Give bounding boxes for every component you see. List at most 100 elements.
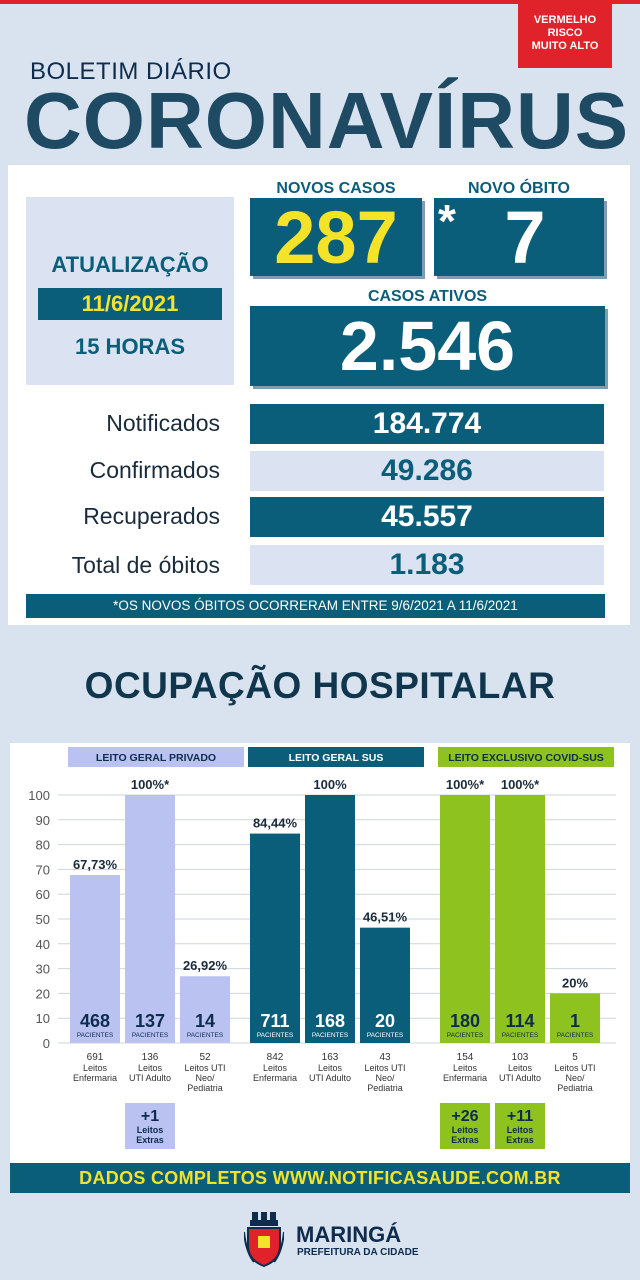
- bar-beds-desc: Neo/: [195, 1073, 215, 1083]
- new-death-value: 7: [504, 196, 546, 279]
- chart-panel: 0 10 20 30 40 50 60 70 80 90 100 LEITO GERAL PRIVAD…: [10, 743, 630, 1163]
- bar-patients-value: 168: [315, 1011, 345, 1031]
- bar-patients-value: 180: [450, 1011, 480, 1031]
- y-tick-label: 60: [36, 887, 50, 902]
- bar-beds-desc: Enfermaria: [443, 1073, 487, 1083]
- bar-percent-label: 46,51%: [363, 910, 408, 925]
- group-header: [248, 747, 424, 767]
- top-strip: [0, 0, 640, 4]
- city-crest-icon: [244, 1212, 284, 1268]
- bar-beds-desc: Leitos: [318, 1063, 343, 1073]
- bar-beds-desc: Leitos UTI: [364, 1063, 405, 1073]
- website-banner[interactable]: DADOS COMPLETOS WWW.NOTIFICASAUDE.COM.BR: [10, 1163, 630, 1193]
- y-tick-label: 10: [36, 1011, 50, 1026]
- y-tick-label: 100: [28, 788, 50, 803]
- y-tick-label: 50: [36, 912, 50, 927]
- bar-percent-label: 67,73%: [73, 857, 118, 872]
- update-date: 11/6/2021: [38, 288, 222, 320]
- bar-patients-unit: PACIENTES: [367, 1032, 404, 1039]
- bar-patients-value: 468: [80, 1011, 110, 1031]
- bar-patients-unit: PACIENTES: [447, 1032, 484, 1039]
- y-tick-label: 0: [43, 1036, 50, 1051]
- bar-beds-count: 136: [142, 1052, 159, 1063]
- bar: [440, 795, 490, 1043]
- update-hour: 15 HORAS: [74, 334, 186, 359]
- stat-label-notified: Notificados: [106, 410, 220, 436]
- bar-beds-desc: Neo/: [565, 1073, 585, 1083]
- group-header: [68, 747, 244, 767]
- group-header-label: LEITO GERAL PRIVADO: [96, 752, 216, 764]
- bar: [305, 795, 355, 1043]
- bar-beds-desc: Pediatria: [187, 1083, 223, 1093]
- bar-beds-count: 154: [457, 1052, 474, 1063]
- group-header-label: LEITO GERAL SUS: [289, 752, 384, 764]
- update-label: ATUALIZAÇÃO: [51, 252, 209, 277]
- y-tick-label: 40: [36, 937, 50, 952]
- bar-percent-label: 26,92%: [183, 958, 228, 973]
- bar-beds-desc: Leitos: [453, 1063, 478, 1073]
- bar-patients-unit: PACIENTES: [557, 1032, 594, 1039]
- new-cases-value: 287: [274, 196, 398, 279]
- y-tick-label: 20: [36, 986, 50, 1001]
- extra-beds-box: [495, 1103, 545, 1149]
- risk-line-1: VERMELHO: [533, 14, 597, 26]
- bar-patients-value: 20: [375, 1011, 395, 1031]
- new-death-label: NOVO ÓBITO: [468, 180, 570, 197]
- bar-patients-value: 711: [260, 1011, 289, 1031]
- group-header-label: LEITO EXCLUSIVO COVID-SUS: [448, 752, 604, 764]
- y-tick-label: 80: [36, 838, 50, 853]
- bar-beds-desc: Enfermaria: [73, 1073, 117, 1083]
- bar-percent-label: 20%: [562, 975, 588, 990]
- bar-beds-desc: Enfermaria: [253, 1073, 297, 1083]
- stat-value-recovered: 45.557: [250, 497, 604, 537]
- extra-beds-label-1: Leitos: [137, 1125, 164, 1135]
- group-header: [438, 747, 614, 767]
- bar-beds-count: 163: [322, 1052, 339, 1063]
- bar-patients-unit: PACIENTES: [132, 1032, 169, 1039]
- extra-beds-box: [125, 1103, 175, 1149]
- bar-percent-label: 100%*: [446, 777, 485, 792]
- active-cases-label: CASOS ATIVOS: [367, 288, 488, 305]
- bar-beds-desc: Neo/: [375, 1073, 395, 1083]
- risk-line-2: RISCO: [547, 27, 583, 39]
- y-tick-label: 70: [36, 862, 50, 877]
- hospital-title: OCUPAÇÃO HOSPITALAR: [84, 665, 556, 706]
- bar-patients-unit: PACIENTES: [187, 1032, 224, 1039]
- bar: [125, 795, 175, 1043]
- new-cases-label: NOVOS CASOS: [276, 180, 396, 197]
- extra-beds-value: +1: [141, 1108, 159, 1125]
- extra-beds-label-2: Extras: [136, 1135, 164, 1145]
- bar-percent-label: 100%*: [501, 777, 540, 792]
- bar-beds-desc: Leitos UTI: [554, 1063, 595, 1073]
- bar-beds-desc: UTI Adulto: [129, 1073, 171, 1083]
- bar-beds-count: 842: [267, 1052, 284, 1063]
- bar: [550, 993, 600, 1043]
- active-cases-box: [250, 306, 605, 386]
- stat-label-confirmed: Confirmados: [89, 457, 220, 483]
- bar-patients-value: 14: [195, 1011, 215, 1031]
- bar: [495, 795, 545, 1043]
- bar-patients-value: 114: [505, 1011, 534, 1031]
- bar: [360, 927, 410, 1043]
- city-name: MARINGÁ: [296, 1222, 402, 1247]
- bar: [250, 833, 300, 1043]
- bar-beds-desc: Leitos: [263, 1063, 288, 1073]
- bar-patients-unit: PACIENTES: [312, 1032, 349, 1039]
- stat-value-deaths: 1.183: [250, 545, 604, 585]
- occupancy-chart: 0 10 20 30 40 50 60 70 80 90 100 LEITO GERAL PRIVAD…: [28, 747, 616, 1149]
- bar-beds-count: 43: [379, 1052, 391, 1063]
- new-cases-box: [250, 198, 422, 276]
- bulletin-label: BOLETIM DIÁRIO: [30, 58, 232, 85]
- stat-value-notified: 184.774: [250, 404, 604, 444]
- bar-beds-desc: UTI Adulto: [309, 1073, 351, 1083]
- y-tick-label: 30: [36, 962, 50, 977]
- y-tick-label: 90: [36, 813, 50, 828]
- bar-percent-label: 100%*: [131, 777, 170, 792]
- bar-patients-unit: PACIENTES: [77, 1032, 114, 1039]
- bar-beds-count: 103: [512, 1052, 529, 1063]
- bar-beds-desc: UTI Adulto: [499, 1073, 541, 1083]
- city-subtitle: PREFEITURA DA CIDADE: [297, 1247, 419, 1258]
- extra-beds-value: +26: [451, 1108, 478, 1125]
- bar-percent-label: 84,44%: [253, 816, 298, 831]
- bar-patients-value: 137: [135, 1011, 165, 1031]
